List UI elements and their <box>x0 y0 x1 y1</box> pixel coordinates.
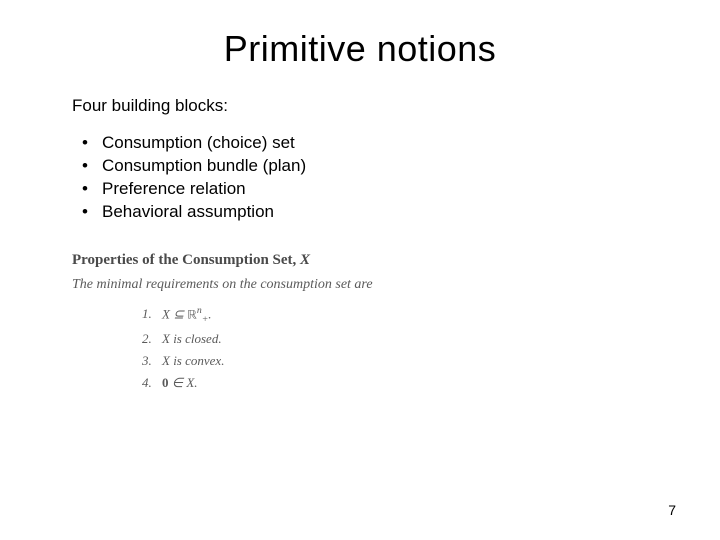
intro-text: Four building blocks: <box>72 96 648 116</box>
properties-list: 1. X ⊆ ℝn+. 2. X is closed. 3. X is conv… <box>142 303 648 395</box>
property-item: 2. X is closed. <box>142 328 648 350</box>
properties-heading: Properties of the Consumption Set, X <box>72 252 648 269</box>
bullet-list: Consumption (choice) set Consumption bun… <box>76 132 648 224</box>
properties-subtext: The minimal requirements on the consumpt… <box>72 277 648 293</box>
slide-title: Primitive notions <box>72 28 648 70</box>
property-item: 3. X is convex. <box>142 350 648 372</box>
properties-heading-var: X <box>300 252 310 268</box>
list-item: Consumption bundle (plan) <box>76 155 648 178</box>
list-item: Consumption (choice) set <box>76 132 648 155</box>
property-item: 4. 0 ∈ X. <box>142 372 648 394</box>
properties-heading-prefix: Properties of the Consumption Set, <box>72 252 300 268</box>
property-item: 1. X ⊆ ℝn+. <box>142 303 648 328</box>
page-number: 7 <box>668 502 676 518</box>
slide-container: Primitive notions Four building blocks: … <box>0 0 720 395</box>
list-item: Behavioral assumption <box>76 201 648 224</box>
list-item: Preference relation <box>76 178 648 201</box>
